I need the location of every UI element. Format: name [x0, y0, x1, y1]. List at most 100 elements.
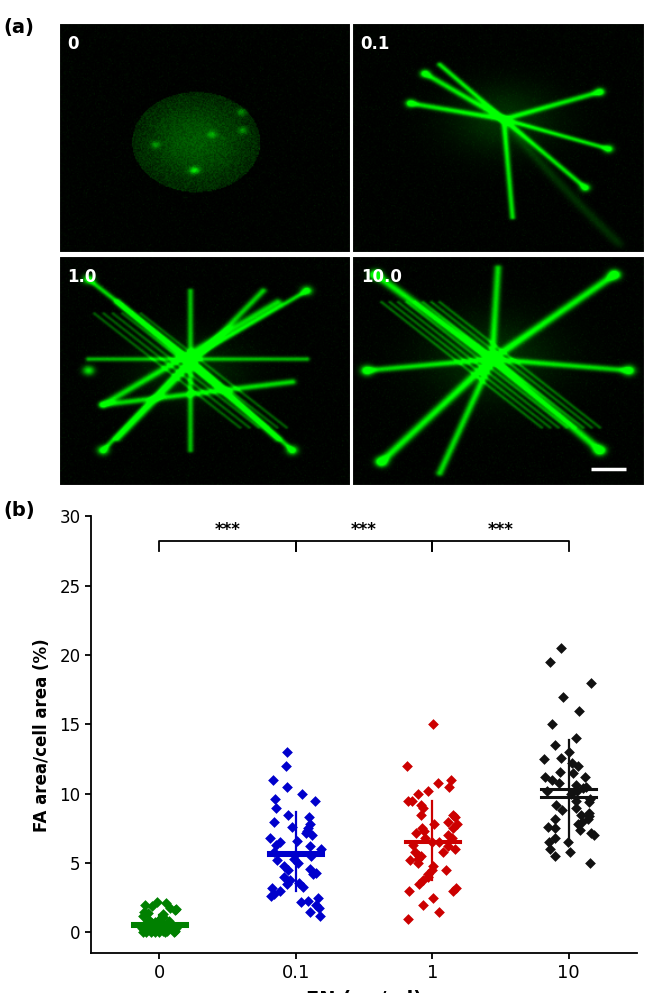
Point	[281, 876, 292, 892]
Point	[170, 903, 181, 919]
Point	[413, 855, 423, 871]
Point	[422, 866, 433, 882]
Point	[427, 862, 437, 878]
Point	[450, 809, 460, 825]
Point	[291, 847, 301, 863]
Point	[170, 901, 181, 917]
Point	[302, 824, 312, 840]
Point	[280, 858, 290, 874]
Point	[416, 806, 426, 822]
Point	[411, 824, 421, 840]
Point	[417, 897, 428, 913]
Point	[155, 918, 165, 933]
Point	[420, 830, 430, 846]
Point	[147, 915, 157, 930]
Point	[419, 823, 429, 839]
Point	[554, 775, 565, 790]
Point	[292, 855, 303, 871]
Point	[571, 792, 581, 808]
Point	[571, 799, 581, 815]
Point	[307, 866, 318, 882]
Point	[584, 805, 595, 821]
Point	[414, 876, 424, 892]
Point	[161, 921, 172, 936]
Point	[164, 913, 175, 928]
Point	[281, 758, 291, 774]
Point	[581, 779, 592, 794]
Point	[564, 744, 575, 760]
Point	[428, 858, 438, 874]
Point	[550, 830, 560, 846]
Point	[585, 855, 595, 871]
Point	[586, 675, 597, 691]
Point	[266, 889, 276, 905]
Point	[142, 922, 152, 938]
Point	[580, 770, 590, 785]
Point	[144, 912, 154, 927]
Point	[309, 792, 320, 808]
Point	[267, 880, 278, 896]
Point	[566, 756, 577, 772]
Point	[402, 758, 412, 774]
Point	[573, 703, 584, 719]
Point	[447, 820, 458, 836]
Point	[279, 869, 289, 885]
Point	[405, 852, 415, 868]
Point	[584, 808, 595, 824]
Point	[413, 851, 423, 867]
Point	[429, 816, 439, 832]
Point	[137, 921, 148, 936]
Point	[141, 916, 151, 931]
Point	[448, 806, 458, 822]
Point	[305, 838, 315, 854]
Point	[304, 809, 315, 825]
Point	[545, 654, 555, 670]
Text: ***: ***	[488, 521, 514, 539]
Point	[573, 758, 583, 774]
Point	[311, 865, 321, 881]
Point	[138, 922, 149, 937]
Point	[270, 799, 281, 815]
Point	[275, 834, 285, 850]
Point	[302, 823, 312, 839]
Point	[583, 811, 593, 827]
Point	[140, 924, 151, 940]
Point	[451, 880, 462, 896]
Point	[302, 820, 313, 836]
Point	[166, 920, 176, 935]
Point	[547, 772, 558, 787]
Text: 0: 0	[67, 35, 79, 53]
Point	[144, 920, 154, 935]
Point	[150, 923, 160, 939]
Point	[404, 883, 414, 899]
Point	[428, 890, 438, 906]
Point	[434, 834, 445, 850]
Point	[448, 883, 459, 899]
Point	[555, 640, 566, 656]
Point	[285, 872, 295, 888]
Point	[408, 837, 418, 853]
Point	[283, 862, 294, 878]
Point	[170, 923, 181, 939]
Text: 10.0: 10.0	[361, 267, 402, 286]
Point	[550, 811, 560, 827]
Point	[143, 917, 153, 932]
Point	[556, 802, 567, 818]
Point	[162, 923, 173, 939]
Point	[584, 791, 595, 807]
Point	[161, 896, 171, 912]
Point	[589, 827, 599, 843]
Point	[265, 830, 276, 846]
Point	[538, 751, 549, 767]
Point	[428, 717, 438, 733]
Text: ***: ***	[351, 521, 377, 539]
Point	[155, 922, 165, 937]
Point	[147, 917, 157, 932]
Point	[565, 844, 575, 860]
Point	[558, 689, 568, 705]
Point	[281, 744, 292, 760]
Text: (a): (a)	[3, 18, 34, 37]
Point	[151, 918, 162, 933]
Point	[307, 827, 317, 843]
Point	[443, 827, 453, 843]
